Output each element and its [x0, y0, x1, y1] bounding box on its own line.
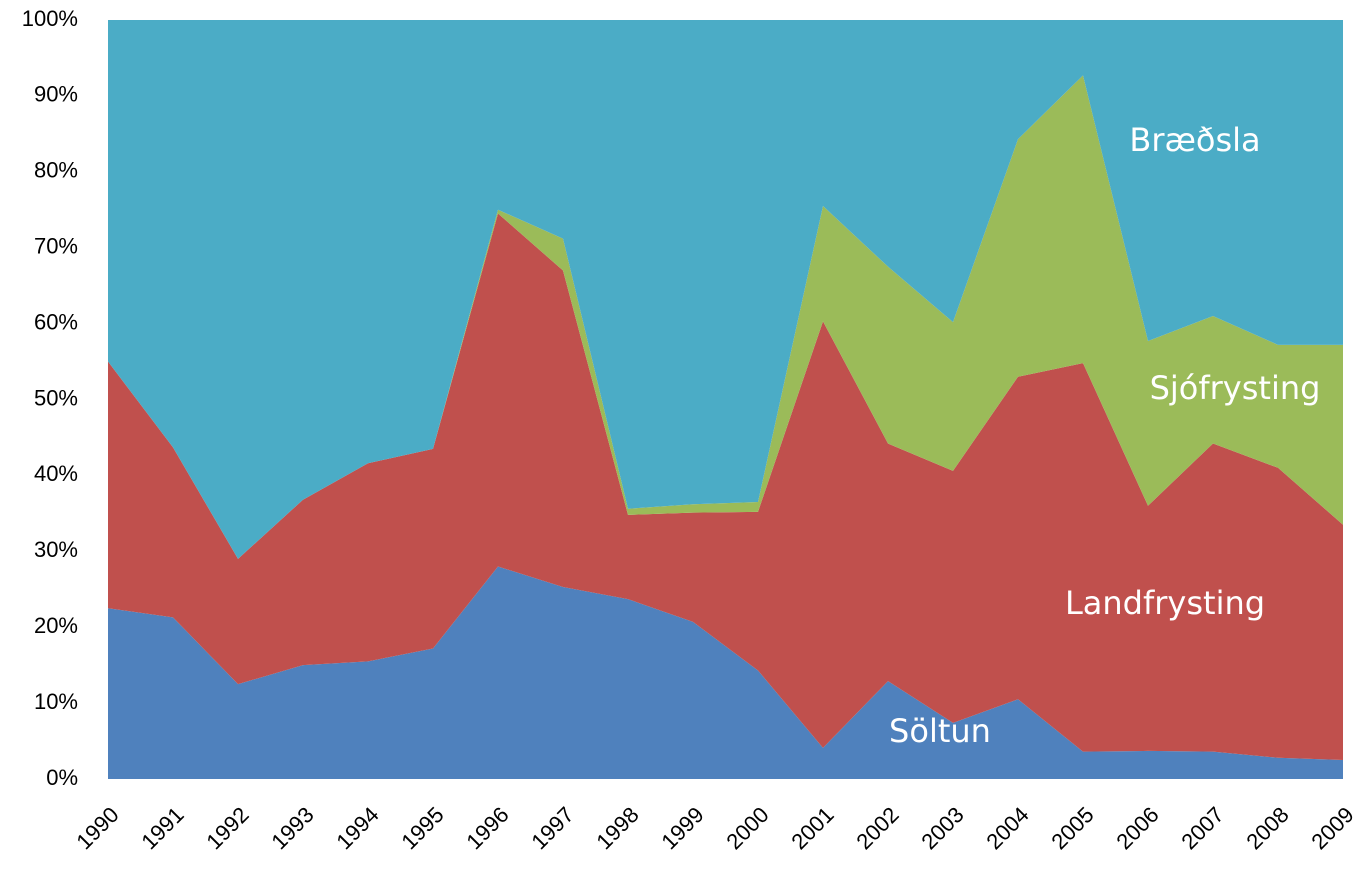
y-tick-label: 90% [34, 82, 78, 107]
x-tick-label: 2007 [1176, 802, 1228, 854]
y-tick-label: 30% [34, 537, 78, 562]
x-tick-label: 1997 [526, 802, 578, 854]
series-label: Landfrysting [1065, 584, 1265, 622]
x-tick-label: 1992 [201, 802, 253, 854]
y-tick-label: 0% [46, 765, 78, 790]
x-tick-label: 2006 [1111, 802, 1163, 854]
y-tick-label: 60% [34, 309, 78, 334]
y-tick-label: 50% [34, 385, 78, 410]
area [108, 75, 1343, 559]
area [108, 213, 1343, 761]
y-tick-label: 20% [34, 613, 78, 638]
series-label: Söltun [889, 712, 991, 750]
x-tick-label: 2000 [721, 802, 773, 854]
x-tick-label: 1993 [266, 802, 318, 854]
y-tick-label: 100% [22, 6, 78, 31]
x-tick-label: 2005 [1046, 802, 1098, 854]
series-label: Sjófrysting [1150, 369, 1321, 407]
x-tick-label: 1999 [656, 802, 708, 854]
x-tick-label: 1995 [396, 802, 448, 854]
x-tick-label: 1990 [71, 802, 123, 854]
x-tick-label: 2008 [1241, 802, 1293, 854]
series-label: Bræðsla [1129, 121, 1260, 159]
area [108, 566, 1343, 779]
x-tick-label: 2002 [851, 802, 903, 854]
y-tick-label: 80% [34, 158, 78, 183]
x-tick-label: 1991 [136, 802, 188, 854]
x-tick-label: 1998 [591, 802, 643, 854]
x-tick-label: 2009 [1306, 802, 1354, 854]
x-tick-label: 1996 [461, 802, 513, 854]
x-tick-label: 2004 [981, 802, 1033, 854]
area [108, 20, 1343, 559]
x-tick-label: 2001 [786, 802, 838, 854]
y-tick-label: 40% [34, 461, 78, 486]
y-tick-label: 10% [34, 689, 78, 714]
x-tick-label: 2003 [916, 802, 968, 854]
y-tick-label: 70% [34, 234, 78, 259]
x-tick-label: 1994 [331, 802, 383, 854]
